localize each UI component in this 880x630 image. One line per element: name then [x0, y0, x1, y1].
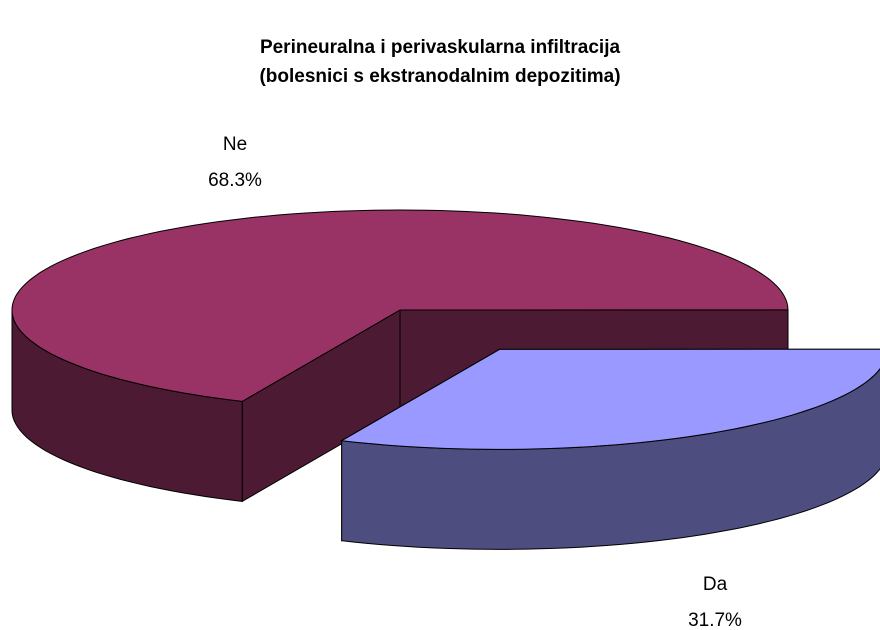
slice-label: Ne [223, 134, 247, 155]
chart-title: Perineuralna i perivaskularna infiltraci… [260, 37, 621, 58]
slice [340, 348, 880, 450]
chart-subtitle: (bolesnici s ekstranodalnim depozitima) [259, 66, 620, 87]
slice-label: Da [703, 574, 728, 595]
slice-value-label: 31.7% [688, 610, 742, 630]
slice-value-label: 68.3% [208, 170, 262, 191]
slice [11, 209, 789, 402]
